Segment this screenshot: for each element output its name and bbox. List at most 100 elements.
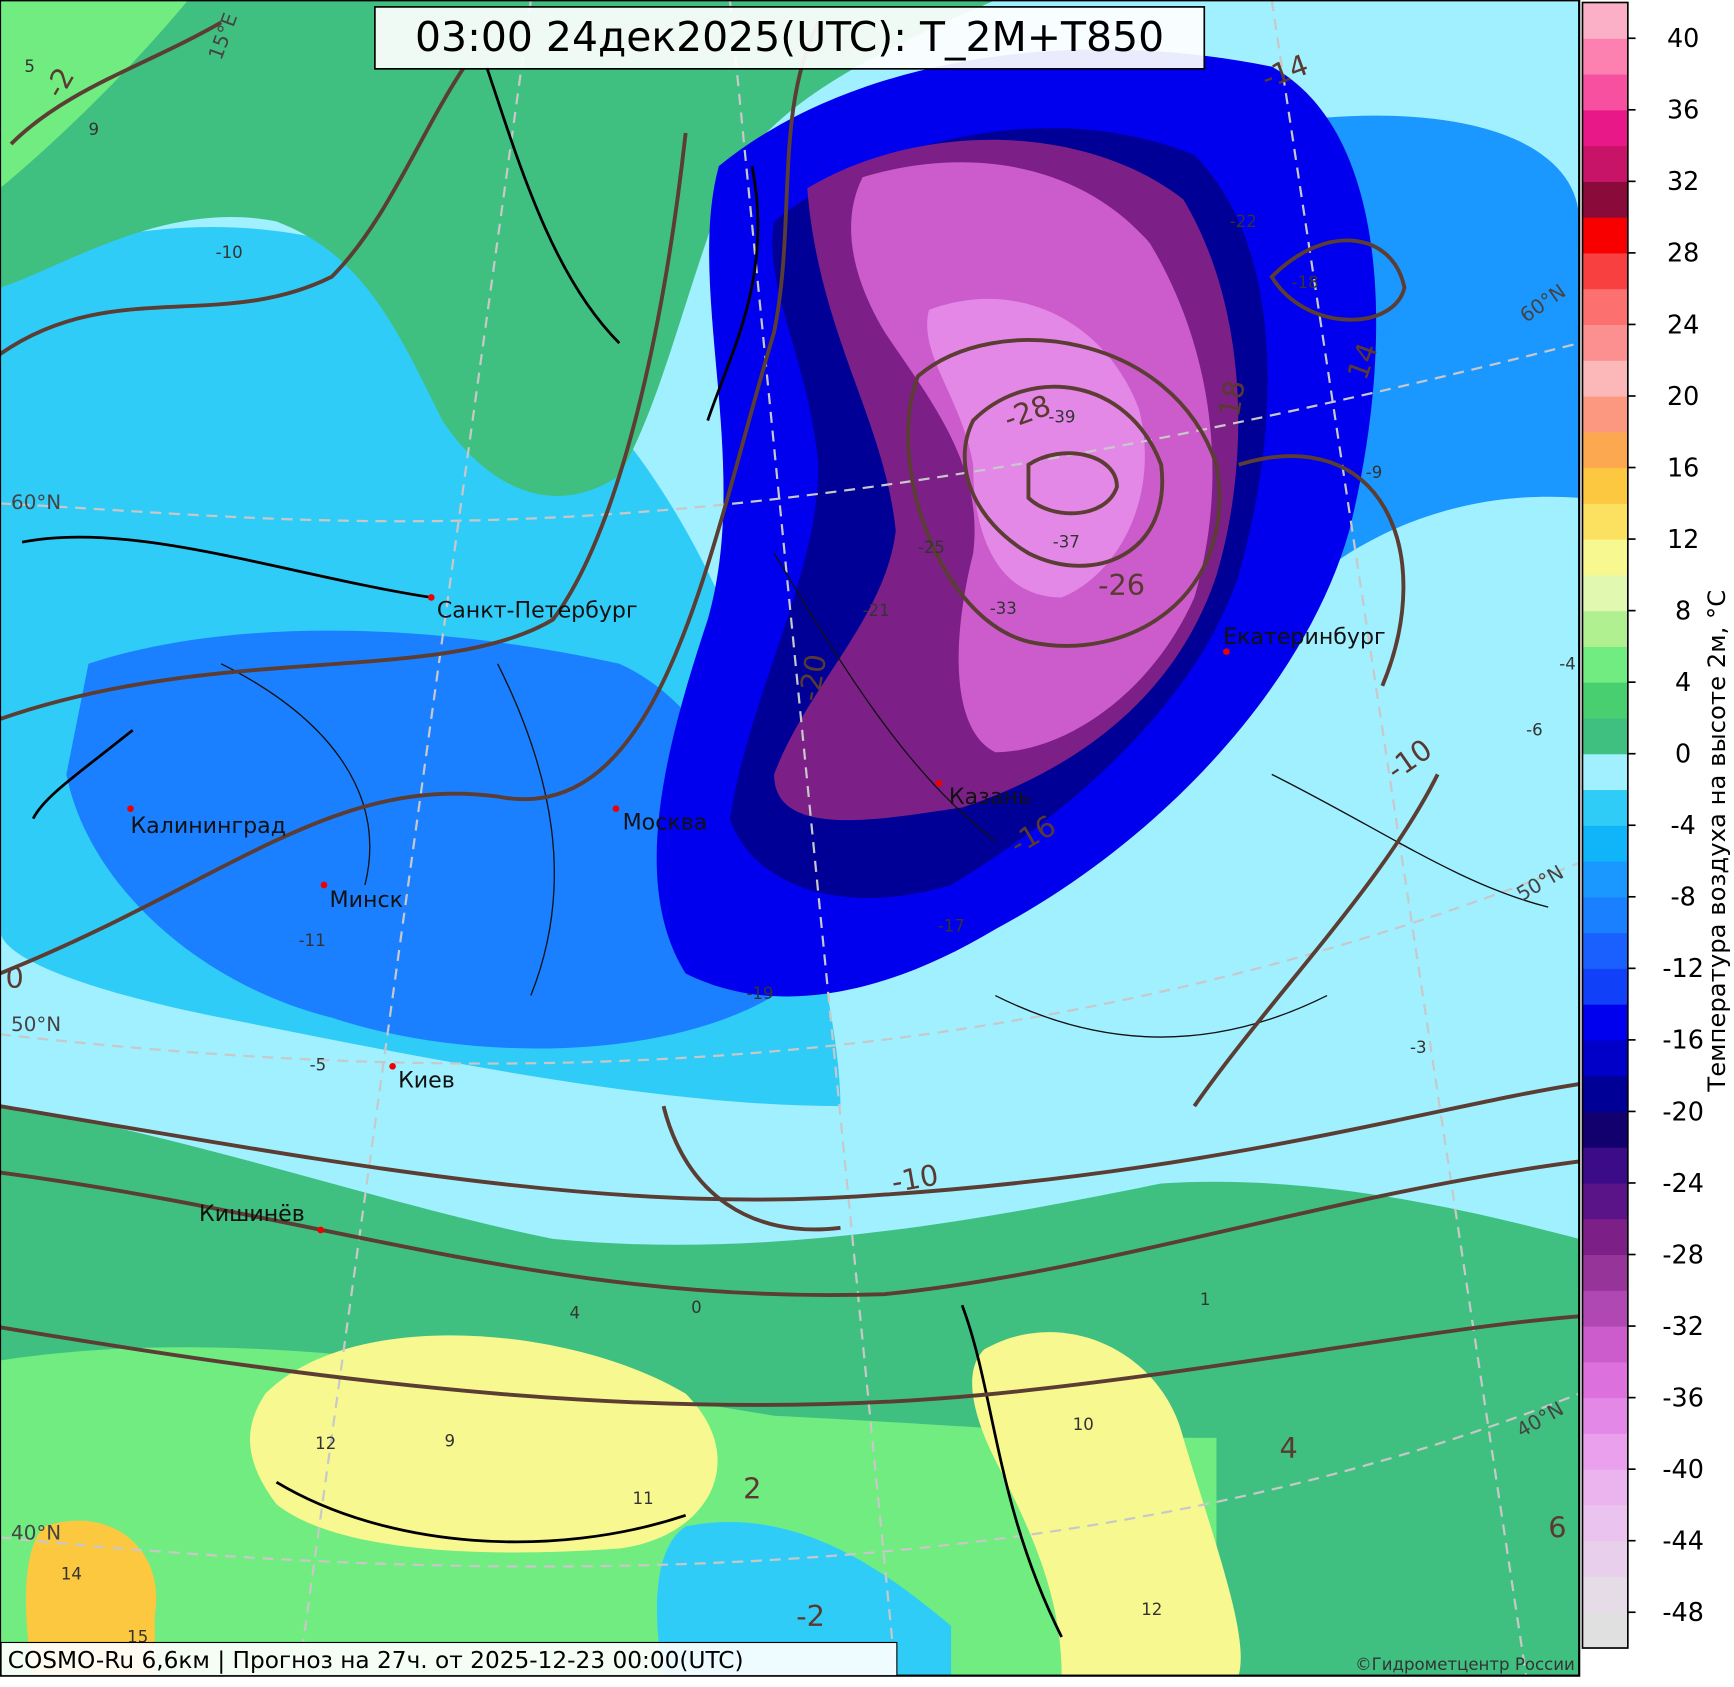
colorbar-bin	[1582, 789, 1628, 826]
point-value: -33	[990, 599, 1017, 618]
colorbar-tick-label: 4	[1675, 667, 1691, 697]
point-value: 5	[24, 57, 35, 76]
contour-label: -2	[796, 1599, 825, 1633]
colorbar-bin	[1582, 395, 1628, 433]
city-dot	[127, 805, 134, 812]
colorbar-bin	[1582, 1182, 1628, 1220]
point-value: -4	[1559, 654, 1576, 673]
colorbar-bin	[1582, 74, 1628, 111]
field-yellow-west	[249, 1335, 718, 1553]
point-value: -10	[216, 243, 243, 262]
colorbar-tick-label: 24	[1667, 309, 1699, 339]
colorbar-tick-label: -12	[1662, 953, 1704, 983]
contour-label: -20	[792, 652, 834, 704]
colorbar-bin	[1582, 825, 1628, 862]
colorbar-bin	[1582, 38, 1628, 75]
point-value: -6	[1526, 721, 1543, 740]
colorbar-bin	[1582, 181, 1628, 218]
colorbar-bin	[1582, 2, 1628, 39]
point-value: -25	[918, 538, 945, 557]
city-dot	[427, 594, 435, 601]
colorbar-tick-label: 0	[1675, 739, 1691, 769]
city-dot	[1223, 648, 1230, 655]
point-value: 9	[445, 1432, 456, 1451]
field-yellow-east	[972, 1332, 1241, 1676]
colorbar-tick-label: 32	[1667, 166, 1699, 196]
colorbar-bin	[1582, 1290, 1628, 1327]
colorbar-label: Температура воздуха на высоте 2м, °C	[1702, 590, 1731, 1093]
field-cyan-sea	[656, 1522, 952, 1676]
colorbar-bin	[1582, 1540, 1628, 1578]
graticule	[0, 861, 1580, 1065]
colorbar-bin	[1582, 1612, 1628, 1649]
colorbar-bin	[1582, 360, 1628, 397]
colorbar-bin	[1582, 574, 1628, 612]
colorbar-bin	[1582, 288, 1628, 325]
point-value: 9	[88, 120, 99, 139]
colorbar-tick-label: -48	[1662, 1597, 1704, 1627]
city-dot	[389, 1063, 396, 1070]
point-value: -17	[938, 916, 965, 935]
point-value: 11	[633, 1489, 654, 1508]
colorbar-bin	[1582, 1504, 1628, 1542]
colorbar-tick-label: -4	[1670, 810, 1695, 840]
point-value: -22	[1230, 212, 1257, 231]
colorbar-bin	[1582, 217, 1628, 254]
point-value: -39	[1048, 408, 1075, 427]
point-value: 10	[1073, 1415, 1094, 1434]
colorbar-tick-label: -8	[1670, 882, 1695, 912]
copyright: ©Гидрометцентр России	[1355, 1655, 1575, 1674]
point-value: -21	[863, 601, 890, 620]
point-value: 15	[127, 1627, 148, 1646]
contour	[906, 338, 1222, 648]
title-box	[374, 6, 1206, 70]
city-dot	[612, 805, 620, 812]
city-label: Киев	[398, 1067, 455, 1093]
graticule	[0, 342, 1580, 523]
field-blue	[66, 630, 775, 1049]
colorbar-tick-label: -16	[1662, 1025, 1704, 1055]
colorbar-bin	[1582, 1469, 1628, 1506]
colorbar-bin	[1582, 610, 1628, 647]
graticule	[0, 1392, 1580, 1568]
colorbar-bin	[1582, 467, 1628, 504]
field-light-pink	[927, 298, 1145, 598]
lat-label: 60°N	[11, 491, 61, 514]
colorbar-bin	[1582, 682, 1628, 719]
point-value: 0	[691, 1298, 702, 1317]
colorbar-bin	[1582, 431, 1628, 469]
city-dot	[935, 779, 943, 787]
colorbar: -48-44-40-36-32-28-24-20-16-12-8-4048121…	[1581, 1, 1704, 1649]
colorbar-bin	[1582, 1218, 1628, 1256]
colorbar-bin	[1582, 1004, 1628, 1041]
contour-label: -10	[889, 1158, 941, 1200]
colorbar-bin	[1582, 1397, 1628, 1434]
colorbar-tick-label: 20	[1667, 381, 1699, 411]
colorbar-tick-label: 8	[1675, 595, 1691, 625]
point-value: -19	[746, 984, 773, 1003]
colorbar-bin	[1582, 1361, 1628, 1399]
colorbar-tick-label: 16	[1667, 452, 1699, 482]
contour-label: 18	[1212, 378, 1252, 420]
colorbar-bin	[1582, 1075, 1628, 1112]
colorbar-bin	[1582, 1433, 1628, 1470]
contour	[0, 20, 821, 976]
colorbar-bin	[1582, 968, 1628, 1005]
point-value: -9	[1366, 463, 1383, 482]
point-value: 4	[570, 1303, 581, 1322]
city-label: Казань	[949, 784, 1031, 810]
colorbar-bin	[1582, 1326, 1628, 1363]
colorbar-tick-label: 36	[1667, 95, 1699, 125]
point-value: 12	[315, 1434, 336, 1453]
colorbar-bin	[1582, 861, 1628, 898]
city-label: Кишинёв	[199, 1201, 305, 1227]
colorbar-tick-label: 40	[1667, 23, 1699, 53]
contour-label: 4	[1279, 1431, 1297, 1465]
colorbar-bin	[1582, 932, 1628, 969]
t2m-labels: 5 9 -10 -39 -37 -33 -25 -21 -19 -17 -11 …	[24, 57, 1575, 1646]
city-label: Москва	[623, 810, 708, 836]
lat-label: 40°N	[11, 1522, 61, 1545]
colorbar-tick-label: -40	[1662, 1454, 1704, 1484]
field-green-northwest	[0, 0, 188, 189]
point-value: -18	[1292, 273, 1319, 292]
